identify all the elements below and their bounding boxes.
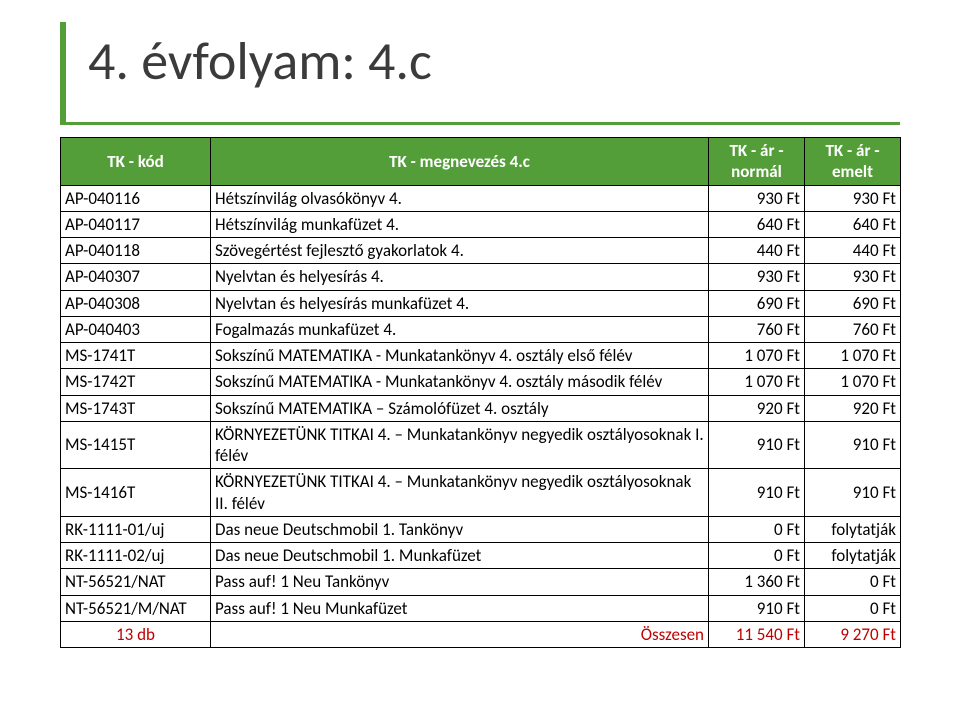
cell-code: NT-56521/NAT [61, 569, 211, 595]
table-row: AP-040116Hétszínvilág olvasókönyv 4.930 … [61, 185, 901, 211]
table-row: AP-040117Hétszínvilág munkafüzet 4.640 F… [61, 211, 901, 237]
header-price-emelt: TK - ár - emelt [805, 138, 901, 186]
cell-price-emelt: 910 Ft [805, 469, 901, 517]
table-row: MS-1415TKÖRNYEZETÜNK TITKAI 4. – Munkata… [61, 421, 901, 469]
table-row: NT-56521/M/NATPass auf! 1 Neu Munkafüzet… [61, 595, 901, 621]
cell-code: MS-1743T [61, 395, 211, 421]
cell-name: Fogalmazás munkafüzet 4. [211, 316, 709, 342]
cell-price-emelt: 910 Ft [805, 421, 901, 469]
table-row: AP-040308Nyelvtan és helyesírás munkafüz… [61, 290, 901, 316]
cell-code: AP-040117 [61, 211, 211, 237]
cell-price-normal: 1 360 Ft [709, 569, 805, 595]
cell-code: MS-1415T [61, 421, 211, 469]
cell-name: Das neue Deutschmobil 1. Tankönyv [211, 516, 709, 542]
cell-code: AP-040307 [61, 264, 211, 290]
slide: 4. évfolyam: 4.c TK - kód TK - megnevezé… [60, 22, 900, 698]
cell-price-emelt: folytatják [805, 516, 901, 542]
cell-price-emelt: 0 Ft [805, 569, 901, 595]
cell-price-normal: 440 Ft [709, 238, 805, 264]
cell-name: Nyelvtan és helyesírás munkafüzet 4. [211, 290, 709, 316]
cell-code: RK-1111-02/uj [61, 543, 211, 569]
accent-bar-vertical [60, 22, 66, 122]
cell-price-emelt: 930 Ft [805, 264, 901, 290]
cell-price-normal: 930 Ft [709, 264, 805, 290]
table-row: AP-040307Nyelvtan és helyesírás 4.930 Ft… [61, 264, 901, 290]
table-row: AP-040403Fogalmazás munkafüzet 4.760 Ft7… [61, 316, 901, 342]
cell-price-emelt: 1 070 Ft [805, 369, 901, 395]
total-price-normal: 11 540 Ft [709, 621, 805, 647]
cell-name: Pass auf! 1 Neu Tankönyv [211, 569, 709, 595]
cell-code: RK-1111-01/uj [61, 516, 211, 542]
cell-code: AP-040118 [61, 238, 211, 264]
cell-price-emelt: 1 070 Ft [805, 343, 901, 369]
header-code: TK - kód [61, 138, 211, 186]
price-table: TK - kód TK - megnevezés 4.c TK - ár - n… [60, 137, 901, 648]
table-row: MS-1416TKÖRNYEZETÜNK TITKAI 4. – Munkata… [61, 469, 901, 517]
cell-name: KÖRNYEZETÜNK TITKAI 4. – Munkatankönyv n… [211, 469, 709, 517]
cell-name: Szövegértést fejlesztő gyakorlatok 4. [211, 238, 709, 264]
table-row: MS-1743TSokszínű MATEMATIKA – Számolófüz… [61, 395, 901, 421]
table-row: AP-040118Szövegértést fejlesztő gyakorla… [61, 238, 901, 264]
cell-price-emelt: 760 Ft [805, 316, 901, 342]
price-table-container: TK - kód TK - megnevezés 4.c TK - ár - n… [60, 137, 900, 648]
total-label: Összesen [211, 621, 709, 647]
cell-price-normal: 640 Ft [709, 211, 805, 237]
cell-price-emelt: 640 Ft [805, 211, 901, 237]
cell-code: MS-1742T [61, 369, 211, 395]
cell-price-emelt: folytatják [805, 543, 901, 569]
cell-price-normal: 910 Ft [709, 469, 805, 517]
table-row: MS-1742TSokszínű MATEMATIKA - Munkatankö… [61, 369, 901, 395]
cell-price-normal: 910 Ft [709, 595, 805, 621]
header-price-normal: TK - ár - normál [709, 138, 805, 186]
accent-bar-horizontal [60, 122, 900, 125]
total-count: 13 db [61, 621, 211, 647]
page-title: 4. évfolyam: 4.c [88, 28, 432, 94]
table-row: RK-1111-01/ujDas neue Deutschmobil 1. Ta… [61, 516, 901, 542]
cell-price-normal: 910 Ft [709, 421, 805, 469]
cell-price-normal: 0 Ft [709, 516, 805, 542]
cell-price-emelt: 690 Ft [805, 290, 901, 316]
cell-name: Sokszínű MATEMATIKA - Munkatankönyv 4. o… [211, 343, 709, 369]
cell-name: Hétszínvilág munkafüzet 4. [211, 211, 709, 237]
cell-price-emelt: 0 Ft [805, 595, 901, 621]
cell-code: AP-040403 [61, 316, 211, 342]
cell-name: Das neue Deutschmobil 1. Munkafüzet [211, 543, 709, 569]
cell-name: KÖRNYEZETÜNK TITKAI 4. – Munkatankönyv n… [211, 421, 709, 469]
cell-price-normal: 1 070 Ft [709, 369, 805, 395]
header-name: TK - megnevezés 4.c [211, 138, 709, 186]
cell-price-emelt: 440 Ft [805, 238, 901, 264]
table-total-row: 13 dbÖsszesen11 540 Ft9 270 Ft [61, 621, 901, 647]
cell-code: AP-040116 [61, 185, 211, 211]
cell-price-emelt: 920 Ft [805, 395, 901, 421]
cell-name: Hétszínvilág olvasókönyv 4. [211, 185, 709, 211]
cell-code: NT-56521/M/NAT [61, 595, 211, 621]
table-header-row: TK - kód TK - megnevezés 4.c TK - ár - n… [61, 138, 901, 186]
cell-code: MS-1416T [61, 469, 211, 517]
cell-price-normal: 760 Ft [709, 316, 805, 342]
table-row: MS-1741TSokszínű MATEMATIKA - Munkatankö… [61, 343, 901, 369]
cell-price-normal: 1 070 Ft [709, 343, 805, 369]
cell-code: AP-040308 [61, 290, 211, 316]
cell-price-emelt: 930 Ft [805, 185, 901, 211]
cell-name: Nyelvtan és helyesírás 4. [211, 264, 709, 290]
total-price-emelt: 9 270 Ft [805, 621, 901, 647]
cell-price-normal: 920 Ft [709, 395, 805, 421]
cell-code: MS-1741T [61, 343, 211, 369]
cell-price-normal: 0 Ft [709, 543, 805, 569]
cell-price-normal: 690 Ft [709, 290, 805, 316]
table-row: NT-56521/NATPass auf! 1 Neu Tankönyv1 36… [61, 569, 901, 595]
cell-name: Sokszínű MATEMATIKA – Számolófüzet 4. os… [211, 395, 709, 421]
cell-name: Sokszínű MATEMATIKA - Munkatankönyv 4. o… [211, 369, 709, 395]
cell-price-normal: 930 Ft [709, 185, 805, 211]
cell-name: Pass auf! 1 Neu Munkafüzet [211, 595, 709, 621]
table-row: RK-1111-02/ujDas neue Deutschmobil 1. Mu… [61, 543, 901, 569]
